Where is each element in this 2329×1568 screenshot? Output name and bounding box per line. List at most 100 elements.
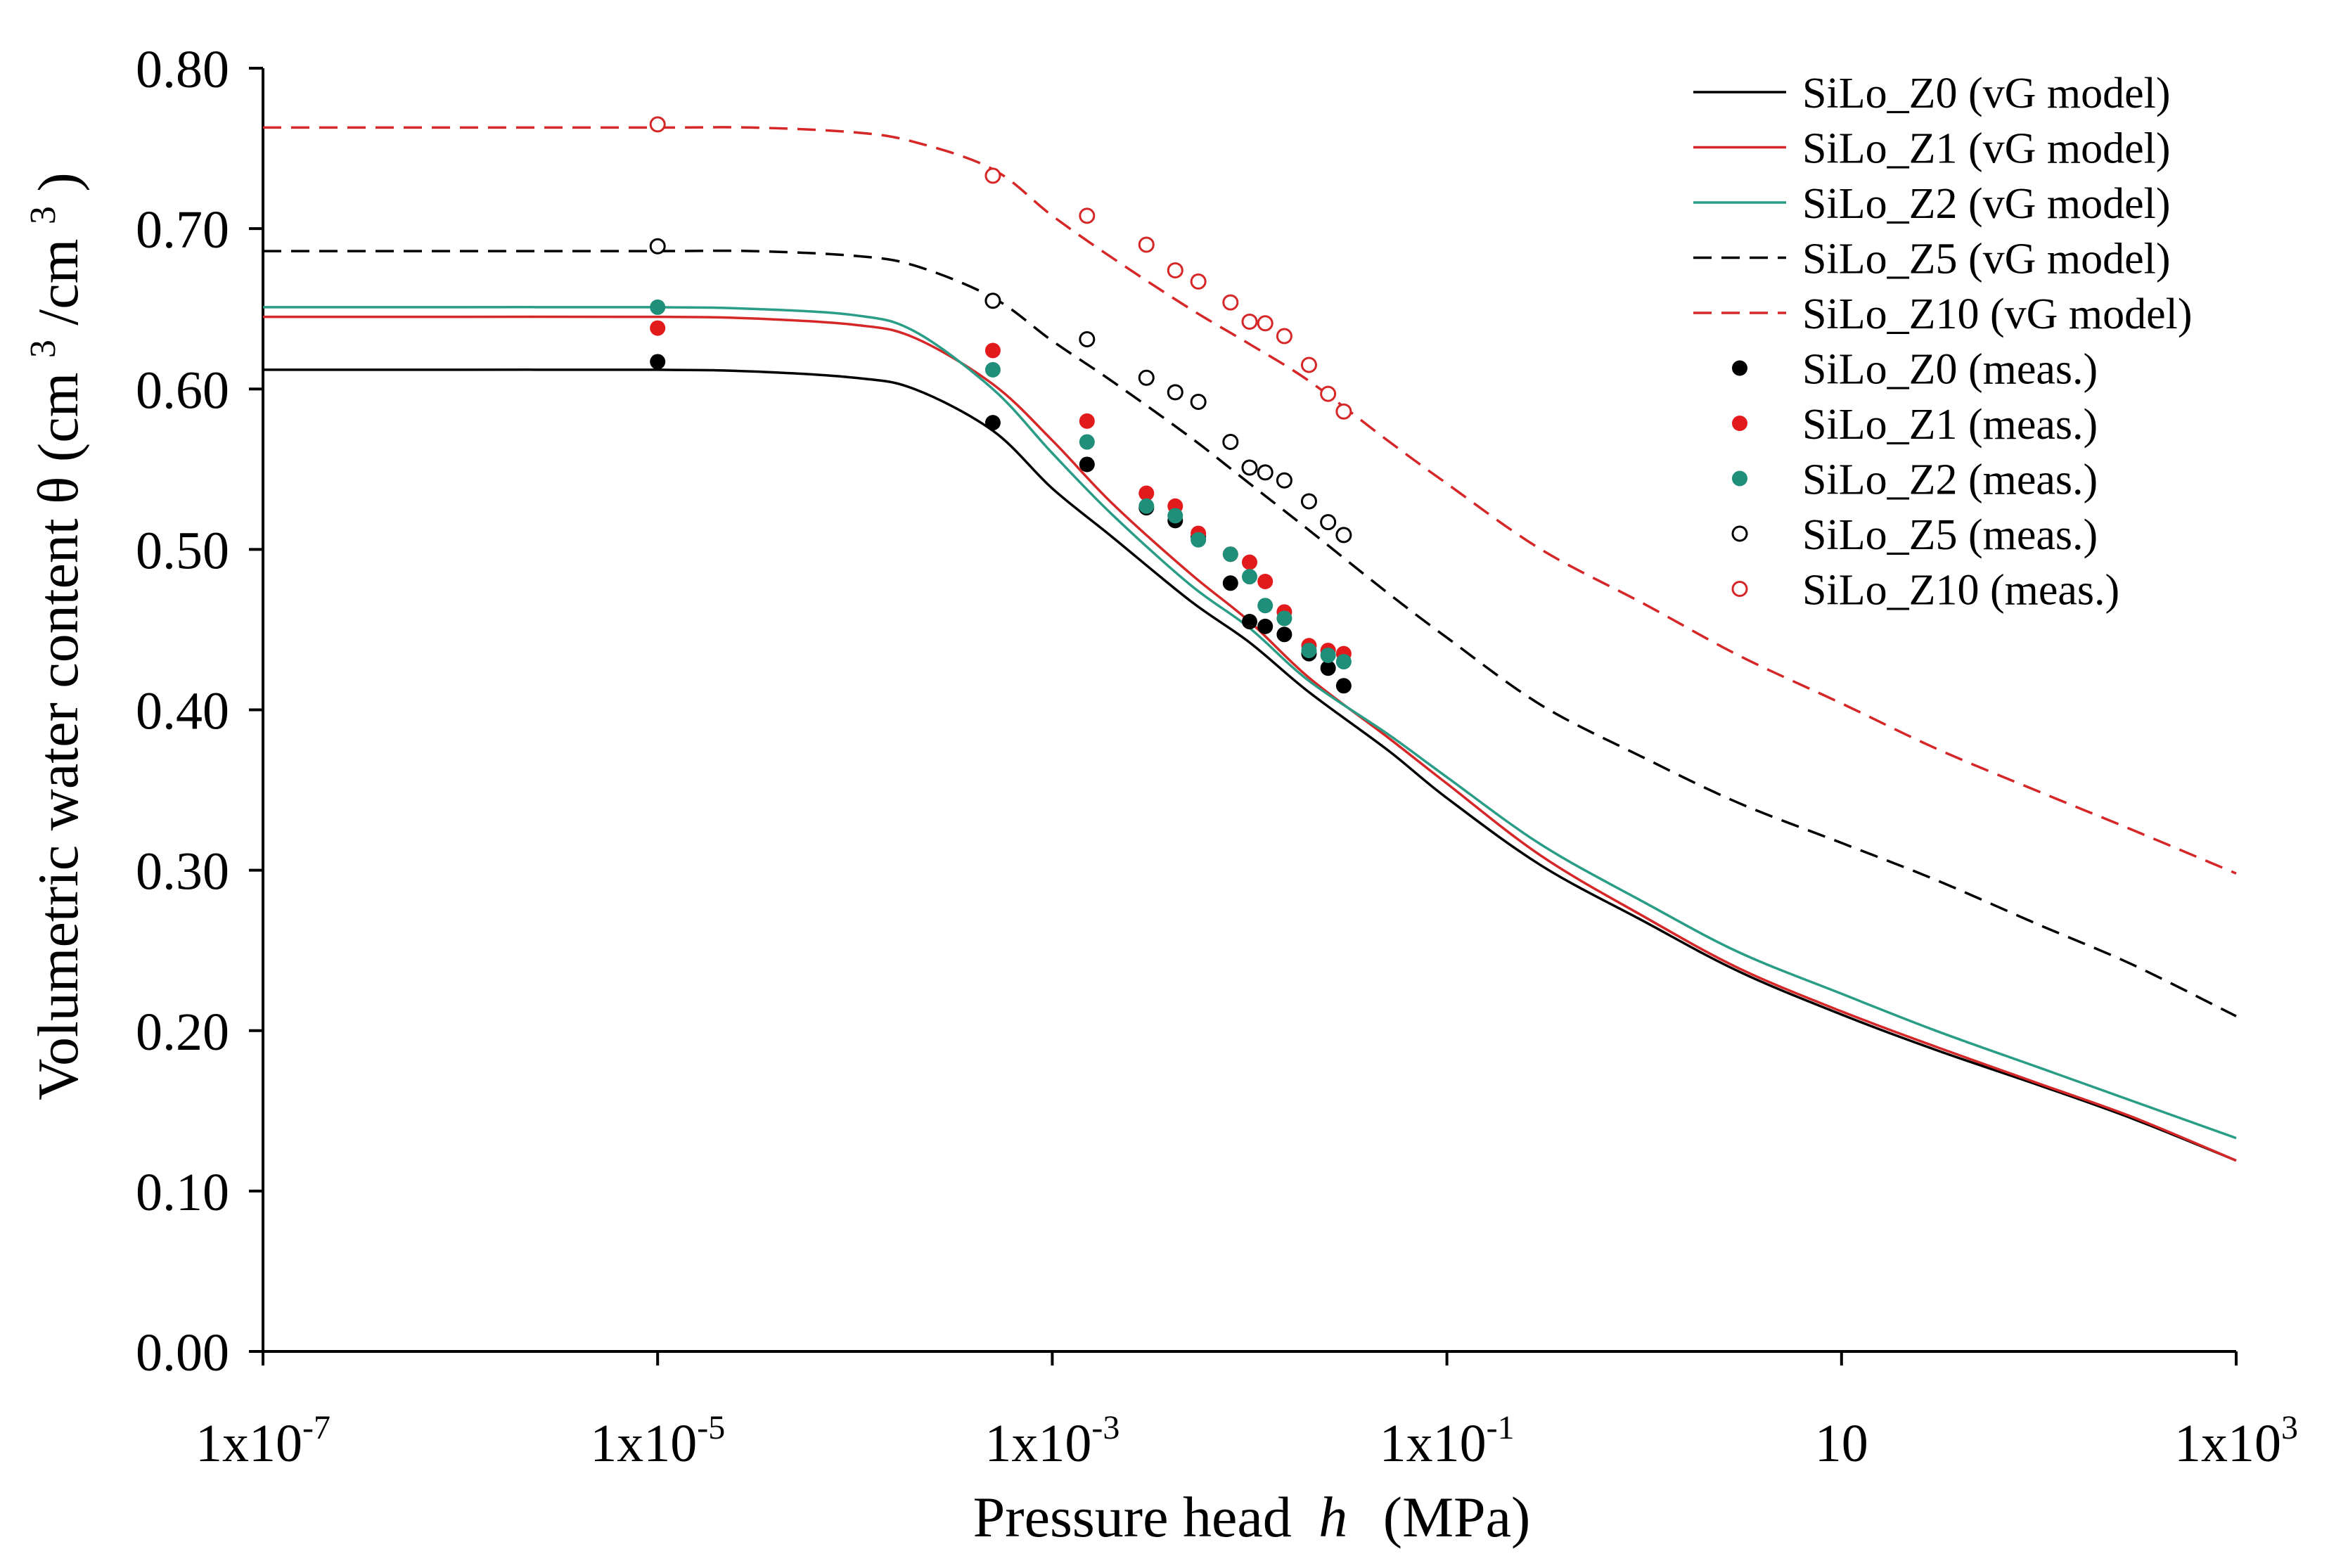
series-line-silo_z2 bbox=[262, 305, 2237, 1140]
point-silo_z5 bbox=[1300, 493, 1317, 510]
legend-label: SiLo_Z5 (vG model) bbox=[1802, 236, 2171, 283]
point-silo_z10 bbox=[1257, 315, 1273, 332]
legend-marker bbox=[1732, 360, 1747, 376]
point-silo_z0 bbox=[1257, 618, 1273, 634]
point-silo_z10 bbox=[1276, 328, 1292, 345]
chart-points bbox=[649, 116, 1352, 694]
point-silo_z1 bbox=[1079, 413, 1095, 429]
point-silo_z0 bbox=[1335, 678, 1352, 694]
point-silo_z5 bbox=[1167, 384, 1183, 401]
point-silo_z0 bbox=[1276, 626, 1292, 643]
chart-series bbox=[262, 126, 2237, 1162]
point-silo_z5 bbox=[1079, 331, 1096, 348]
legend-label: SiLo_Z5 (meas.) bbox=[1802, 511, 2098, 559]
point-silo_z10 bbox=[1079, 207, 1096, 224]
y-tick-label: 0.80 bbox=[136, 40, 229, 99]
legend-label: SiLo_Z2 (meas.) bbox=[1802, 456, 2098, 504]
point-silo_z0 bbox=[1079, 456, 1095, 473]
point-silo_z1 bbox=[984, 342, 1001, 359]
legend-label: SiLo_Z10 (vG model) bbox=[1802, 290, 2193, 338]
x-tick-label: 1x10-5 bbox=[590, 1409, 725, 1473]
y-axis-label: Volumetric water content θ (cm 3 /cm 3 ) bbox=[4, 172, 90, 1100]
legend-marker bbox=[1731, 581, 1748, 597]
point-silo_z0 bbox=[1320, 660, 1336, 676]
y-axis-label-mid: /cm bbox=[26, 239, 90, 326]
point-silo_z1 bbox=[1242, 554, 1257, 570]
legend-marker bbox=[1732, 470, 1747, 487]
point-silo_z5 bbox=[1241, 459, 1258, 476]
point-silo_z5 bbox=[1257, 464, 1273, 481]
point-silo_z10 bbox=[1222, 294, 1239, 311]
point-silo_z0 bbox=[1242, 614, 1257, 630]
point-silo_z5 bbox=[1190, 394, 1207, 410]
point-silo_z1 bbox=[650, 320, 666, 336]
legend-label: SiLo_Z2 (vG model) bbox=[1802, 180, 2171, 228]
point-silo_z2 bbox=[1191, 532, 1207, 548]
x-tick-label: 1x103 bbox=[2174, 1409, 2298, 1473]
legend-label: SiLo_Z1 (vG model) bbox=[1802, 125, 2171, 173]
series-line-silo_z0 bbox=[262, 368, 2237, 1162]
y-tick-label: 0.50 bbox=[136, 521, 229, 580]
legend-label: SiLo_Z0 (vG model) bbox=[1802, 70, 2171, 117]
x-axis-label-text: Pressure head bbox=[973, 1485, 1292, 1549]
point-silo_z10 bbox=[1300, 356, 1317, 373]
point-silo_z5 bbox=[1320, 514, 1337, 531]
point-silo_z10 bbox=[1167, 262, 1183, 278]
point-silo_z5 bbox=[1138, 369, 1155, 386]
legend-marker bbox=[1731, 525, 1748, 542]
point-silo_z2 bbox=[1335, 654, 1352, 670]
point-silo_z2 bbox=[1301, 643, 1317, 659]
point-silo_z5 bbox=[1276, 472, 1292, 489]
point-silo_z0 bbox=[650, 354, 666, 370]
y-axis-label-sup2: 3 bbox=[23, 206, 63, 224]
point-silo_z2 bbox=[1276, 610, 1292, 626]
legend-marker bbox=[1732, 416, 1747, 431]
point-silo_z1 bbox=[1138, 485, 1155, 501]
x-tick-label: 1x10-3 bbox=[984, 1409, 1119, 1473]
y-tick-label: 0.10 bbox=[136, 1163, 229, 1222]
y-tick-label: 0.20 bbox=[136, 1003, 229, 1062]
y-tick-label: 0.00 bbox=[136, 1323, 229, 1382]
legend-label: SiLo_Z1 (meas.) bbox=[1802, 401, 2098, 449]
legend-label: SiLo_Z10 (meas.) bbox=[1802, 567, 2119, 615]
point-silo_z10 bbox=[1335, 403, 1352, 420]
point-silo_z10 bbox=[1190, 273, 1207, 290]
x-axis-label-unit: (MPa) bbox=[1383, 1485, 1531, 1549]
point-silo_z2 bbox=[984, 361, 1001, 378]
y-tick-label: 0.70 bbox=[136, 200, 229, 259]
y-tick-label: 0.30 bbox=[136, 842, 229, 901]
x-tick-label: 1x10-1 bbox=[1380, 1409, 1515, 1473]
point-silo_z0 bbox=[1222, 575, 1238, 591]
point-silo_z2 bbox=[650, 299, 666, 315]
series-line-silo_z5 bbox=[263, 249, 2237, 1017]
point-silo_z2 bbox=[1167, 508, 1183, 524]
point-silo_z5 bbox=[984, 293, 1001, 309]
point-silo_z2 bbox=[1257, 598, 1273, 614]
point-silo_z2 bbox=[1138, 498, 1155, 514]
x-axis-label-symbol: h bbox=[1319, 1485, 1347, 1549]
point-silo_z5 bbox=[1222, 434, 1239, 451]
point-silo_z2 bbox=[1320, 647, 1336, 663]
y-tick-label: 0.60 bbox=[136, 361, 229, 420]
point-silo_z2 bbox=[1079, 434, 1095, 450]
y-tick-label: 0.40 bbox=[136, 682, 229, 741]
axis-ticks: 0.00 0.10 0.20 0.30 0.40 0.50 0.60 0.70 0.80 1x10… bbox=[136, 40, 2298, 1473]
point-silo_z10 bbox=[1320, 385, 1337, 402]
y-axis-label-end: ) bbox=[26, 172, 90, 191]
point-silo_z0 bbox=[984, 415, 1001, 431]
legend-label: SiLo_Z0 (meas.) bbox=[1802, 346, 2098, 394]
point-silo_z10 bbox=[1241, 313, 1258, 330]
point-silo_z2 bbox=[1222, 546, 1238, 563]
point-silo_z2 bbox=[1242, 569, 1257, 585]
x-tick-label: 10 bbox=[1815, 1414, 1868, 1473]
x-tick-label: 1x10-7 bbox=[195, 1409, 331, 1473]
point-silo_z5 bbox=[649, 238, 666, 255]
x-axis-label: Pressure head h (MPa) bbox=[973, 1485, 1531, 1549]
legend: SiLo_Z0 (vG model) SiLo_Z1 (vG model) SiLo… bbox=[1693, 70, 2193, 615]
point-silo_z5 bbox=[1335, 527, 1352, 544]
series-line-silo_z1 bbox=[263, 315, 2237, 1162]
point-silo_z10 bbox=[649, 116, 666, 133]
point-silo_z10 bbox=[984, 167, 1001, 184]
point-silo_z10 bbox=[1138, 236, 1155, 253]
